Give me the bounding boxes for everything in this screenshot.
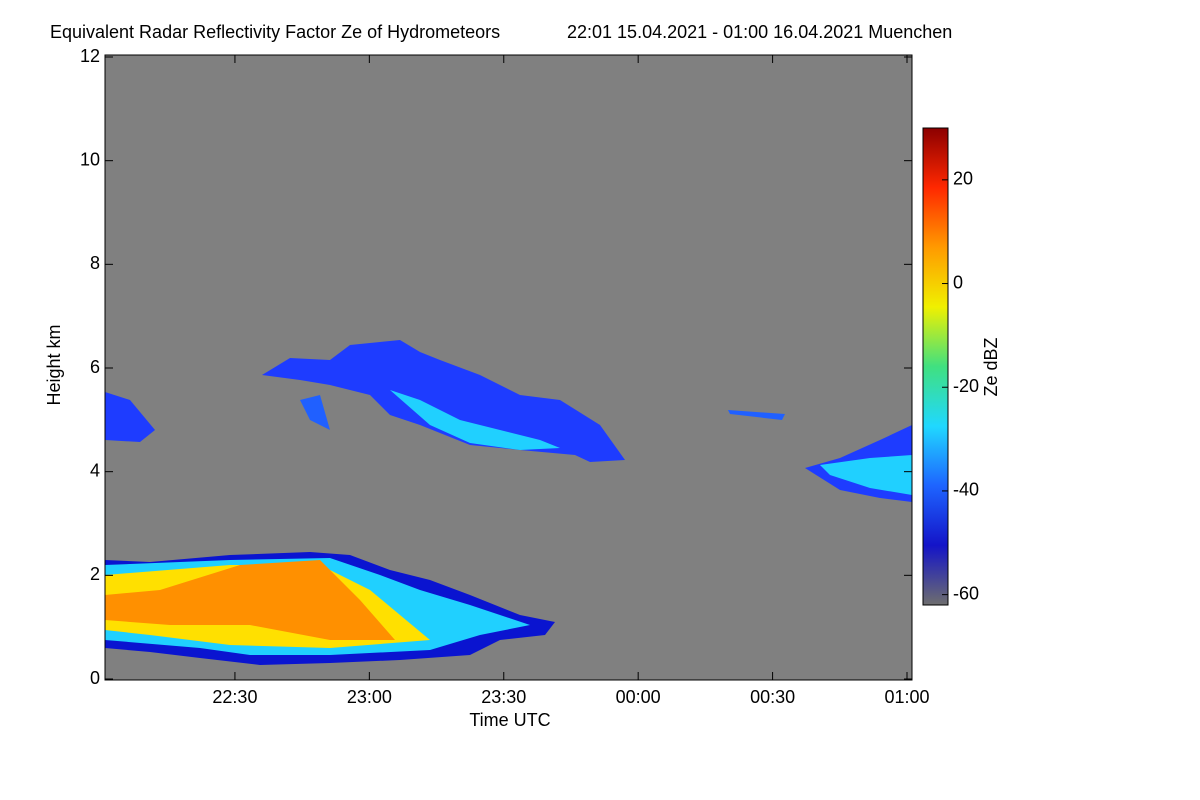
y-tick-label: 12 — [80, 46, 100, 66]
x-tick-label: 01:00 — [884, 687, 929, 707]
colorbar-tick-label: -20 — [953, 376, 979, 396]
colorbar-tick-label: 20 — [953, 169, 973, 189]
colorbar — [922, 127, 949, 606]
chart-title: Equivalent Radar Reflectivity Factor Ze … — [50, 22, 500, 42]
chart-subtitle: 22:01 15.04.2021 - 01:00 16.04.2021 Muen… — [567, 22, 952, 42]
x-tick-label: 00:00 — [616, 687, 661, 707]
x-tick-label: 22:30 — [212, 687, 257, 707]
colorbar-tick-label: -40 — [953, 480, 979, 500]
y-tick-label: 0 — [90, 668, 100, 688]
y-tick-label: 10 — [80, 149, 100, 169]
colorbar-label: Ze dBZ — [981, 337, 1001, 396]
x-axis-label: Time UTC — [469, 710, 550, 730]
colorbar-tick-label: -60 — [953, 583, 979, 603]
y-tick-label: 2 — [90, 564, 100, 584]
x-tick-label: 23:00 — [347, 687, 392, 707]
y-tick-label: 8 — [90, 253, 100, 273]
y-axis-label: Height km — [44, 324, 64, 405]
x-tick-label: 23:30 — [481, 687, 526, 707]
x-tick-label: 00:30 — [750, 687, 795, 707]
y-tick-label: 6 — [90, 357, 100, 377]
colorbar-tick-label: 0 — [953, 272, 963, 292]
radar-echoes — [105, 340, 912, 665]
y-tick-label: 4 — [90, 460, 100, 480]
